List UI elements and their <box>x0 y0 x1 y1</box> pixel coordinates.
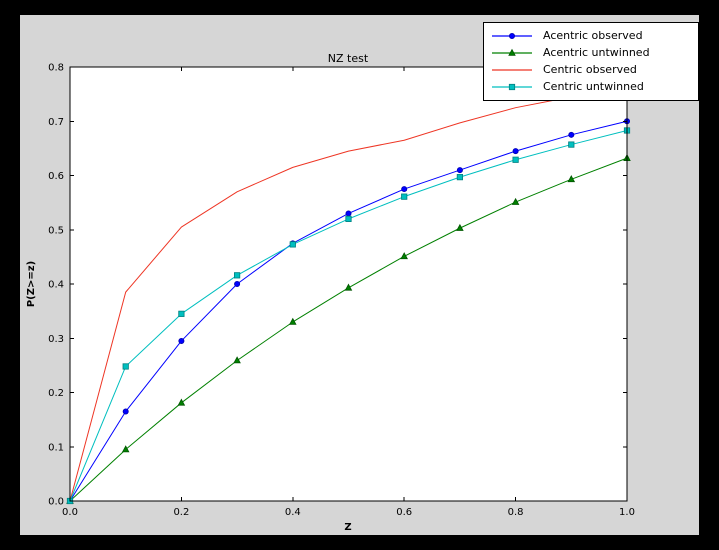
legend-label: Acentric untwinned <box>543 46 650 59</box>
data-point-marker <box>456 174 464 181</box>
legend-line-sample <box>492 83 532 91</box>
nz-plot: 0.0 0.2 0.4 0.6 0.8 1.0 0.0 0.1 0.2 0.3 0.4 0.5 0.6 0… <box>26 52 635 533</box>
data-point-marker <box>567 175 576 183</box>
data-point-marker <box>178 337 185 344</box>
chart-title: NZ test <box>328 52 369 65</box>
data-point-marker <box>512 148 519 155</box>
data-point-marker <box>122 408 129 415</box>
data-point-marker <box>456 167 463 174</box>
x-tick-label: 0.0 <box>62 507 78 518</box>
legend-line-sample <box>492 33 532 39</box>
data-point-marker <box>345 210 352 217</box>
data-point-marker <box>233 272 241 279</box>
x-tick-label: 0.6 <box>396 507 412 518</box>
series-centric-observed <box>69 88 628 502</box>
y-tick-label: 0.2 <box>48 388 64 399</box>
legend-line-sample <box>492 69 532 71</box>
legend-line-sample <box>492 48 532 56</box>
legend-marker-icon <box>508 48 516 56</box>
y-tick-label: 0.1 <box>48 442 64 453</box>
legend-marker-icon <box>508 33 515 39</box>
legend-item: Centric untwinned <box>490 80 692 94</box>
x-tick-label: 0.4 <box>285 507 301 518</box>
data-point-marker <box>400 252 408 260</box>
data-point-marker <box>568 141 575 148</box>
data-point-marker <box>178 310 185 317</box>
y-tick-label: 0.8 <box>48 63 64 74</box>
legend-label: Acentric observed <box>543 29 643 42</box>
data-point-marker <box>511 197 520 205</box>
data-point-marker <box>289 241 296 248</box>
y-tick-label: 0.7 <box>48 117 64 128</box>
x-axis-label: Z <box>344 522 351 533</box>
legend-label: Centric untwinned <box>543 80 644 93</box>
legend: Acentric observed Acentric untwinned Centr… <box>483 22 699 101</box>
data-point-marker <box>177 398 186 406</box>
y-tick-label: 0.3 <box>48 334 64 345</box>
figure-canvas: 0.0 0.2 0.4 0.6 0.8 1.0 0.0 0.1 0.2 0.3 0.4 0.5 0.6 0… <box>20 15 699 535</box>
data-point-marker <box>121 445 130 453</box>
y-tick-label: 0.5 <box>48 225 64 236</box>
data-point-marker <box>345 215 352 222</box>
data-point-marker <box>122 363 129 370</box>
y-tick-label: 0.6 <box>48 171 64 182</box>
legend-label: Centric observed <box>543 63 637 76</box>
data-point-marker <box>289 317 297 325</box>
x-tick-label: 0.2 <box>173 507 189 518</box>
data-point-marker <box>233 356 241 364</box>
data-point-marker <box>512 156 519 163</box>
data-point-marker <box>401 193 408 200</box>
data-point-marker <box>234 280 241 287</box>
y-tick-label: 0.4 <box>48 280 64 291</box>
legend-marker-icon <box>508 83 516 91</box>
x-tick-label: 1.0 <box>619 507 635 518</box>
data-point-marker <box>456 223 464 231</box>
y-axis-label: P(Z>=z) <box>26 261 37 307</box>
data-point-marker <box>568 131 575 138</box>
series-centric-untwinned <box>66 127 631 505</box>
data-point-marker <box>401 186 408 193</box>
legend-item: Acentric observed <box>490 29 692 43</box>
y-tick-label: 0.0 <box>48 497 64 508</box>
x-tick-label: 0.8 <box>508 507 524 518</box>
legend-item: Acentric untwinned <box>490 46 692 60</box>
legend-item: Centric observed <box>490 63 692 77</box>
data-point-marker <box>344 283 353 291</box>
